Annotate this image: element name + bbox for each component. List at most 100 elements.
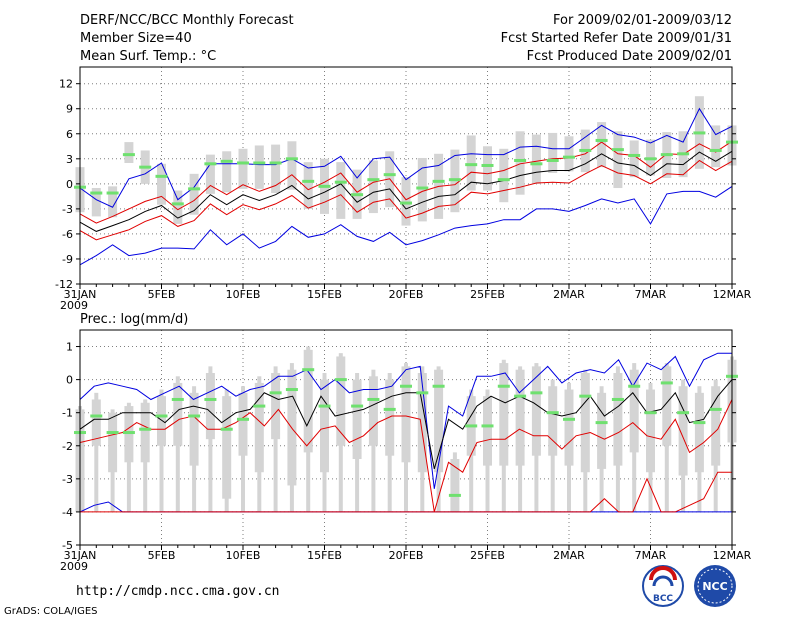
temp-y-tick-label: 6 xyxy=(66,128,73,141)
temp-median-mark xyxy=(448,178,461,182)
prec-box xyxy=(580,373,590,473)
prec-box xyxy=(352,379,362,459)
temp-median-mark xyxy=(432,179,445,183)
prec-box xyxy=(564,389,574,466)
temp-median-mark xyxy=(334,180,347,184)
temp-median-mark xyxy=(269,161,282,165)
temp-median-mark xyxy=(302,179,315,183)
temp-sigma-upper-line xyxy=(79,140,733,224)
prec-box xyxy=(385,379,395,456)
temp-median-mark xyxy=(481,163,494,167)
prec-median-mark xyxy=(677,411,690,415)
prec-median-mark xyxy=(188,414,201,418)
temp-median-mark xyxy=(367,178,380,182)
prec-x-tick-label: 5FEB xyxy=(148,549,176,562)
temp-box xyxy=(613,131,623,189)
forecast-period: For 2009/02/01-2009/03/12 xyxy=(553,13,732,28)
prec-box xyxy=(189,392,199,466)
prec-sigma-lower-line xyxy=(80,471,732,513)
prec-median-mark xyxy=(432,384,445,388)
prec-box-whisker xyxy=(208,366,213,512)
prec-box xyxy=(531,366,541,456)
prec-median-mark xyxy=(122,431,135,435)
prec-box xyxy=(629,369,639,453)
prec-median-mark xyxy=(628,384,641,388)
temp-box xyxy=(287,141,297,190)
temp-y-tick-label: -12 xyxy=(55,278,73,291)
temp-y-tick-label: 12 xyxy=(59,78,73,91)
temp-box xyxy=(515,131,525,195)
prec-max-line xyxy=(79,352,732,489)
prec-box xyxy=(483,396,492,466)
prec-median-mark xyxy=(237,417,249,421)
prec-median-mark xyxy=(367,397,380,401)
temp-median-mark xyxy=(253,161,266,165)
temp-x-tick-label: 12MAR xyxy=(713,288,752,301)
prec-box xyxy=(336,356,346,446)
forecast-produced: Fcst Produced Date 2009/02/01 xyxy=(527,49,732,64)
temp-box xyxy=(548,132,558,173)
prec-x-tick-label: 12MAR xyxy=(713,549,752,562)
prec-y-tick-label: -1 xyxy=(62,407,73,420)
temp-median-mark xyxy=(122,153,135,157)
prec-box xyxy=(678,386,688,476)
temp-box xyxy=(711,125,721,168)
temp-median-mark xyxy=(188,187,201,191)
temp-median-mark xyxy=(677,152,690,156)
temp-median-mark xyxy=(400,201,412,205)
temp-median-mark xyxy=(285,157,298,161)
temp-sigma-lower-line xyxy=(79,159,733,241)
temp-x-tick-label: 5FEB xyxy=(148,288,176,301)
temp-median-mark xyxy=(204,162,217,166)
temp-box xyxy=(499,148,509,203)
prec-box xyxy=(450,459,460,512)
temp-median-mark xyxy=(318,184,331,188)
temp-box xyxy=(531,134,541,184)
prec-median-mark xyxy=(546,411,559,415)
prec-median-mark xyxy=(351,404,364,408)
temp-median-mark xyxy=(220,159,233,163)
temp-y-tick-label: -3 xyxy=(62,203,73,216)
prec-box xyxy=(157,396,166,446)
prec-median-mark xyxy=(465,424,478,428)
prec-median-mark xyxy=(90,414,103,418)
temp-median-mark xyxy=(563,155,575,159)
prec-median-mark xyxy=(416,391,429,395)
temp-x-tick-label: 2MAR xyxy=(553,288,585,301)
temp-box xyxy=(108,186,118,218)
prec-median-mark xyxy=(220,427,233,431)
prec-median-mark xyxy=(611,397,624,401)
prec-box xyxy=(222,396,232,499)
temp-x-tick-label: 20FEB xyxy=(389,288,424,301)
temp-box xyxy=(401,177,411,226)
prec-box xyxy=(646,389,655,473)
temp-median-mark xyxy=(416,186,429,190)
prec-box xyxy=(662,366,672,446)
temp-box xyxy=(564,136,574,172)
prec-x-tick-label: 25FEB xyxy=(470,549,505,562)
prec-median-mark xyxy=(595,421,608,425)
prec-median-mark xyxy=(693,421,706,425)
prec-y-tick-label: -4 xyxy=(62,506,73,519)
variable-label: Mean Surf. Temp.: °C xyxy=(80,49,216,64)
temp-min-line xyxy=(79,185,733,266)
temp-median-mark xyxy=(139,165,152,169)
temp-y-tick-label: -9 xyxy=(62,253,73,266)
temp-x-tick-label: 15FEB xyxy=(307,288,342,301)
prec-median-mark xyxy=(302,368,315,372)
prec-x-tick-label: 10FEB xyxy=(226,549,261,562)
temp-y-tick-label: -6 xyxy=(62,228,73,241)
prec-box xyxy=(417,373,427,473)
prec-box xyxy=(401,366,411,463)
precip-panel-title: Prec.: log(mm/d) xyxy=(80,312,188,327)
ncc-logo-icon: NCC xyxy=(694,565,736,607)
prec-box xyxy=(711,386,721,466)
temp-median-mark xyxy=(546,158,559,162)
temp-x-tick-sublabel: 2009 xyxy=(60,299,88,312)
prec-box xyxy=(548,386,558,456)
prec-median-mark xyxy=(660,381,673,385)
temp-median-mark xyxy=(628,153,641,157)
prec-box xyxy=(124,406,134,463)
bcc-logo-text: BCC xyxy=(653,594,673,604)
prec-median-mark xyxy=(383,407,396,411)
